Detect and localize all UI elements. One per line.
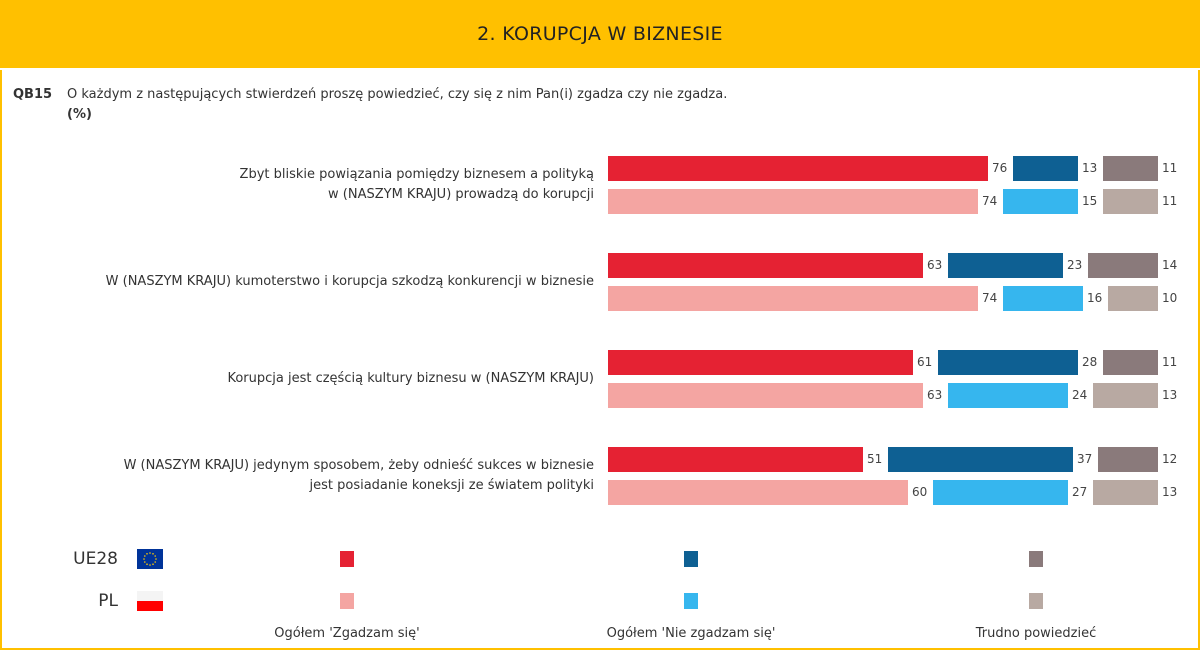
- bar-ue28-series-0: [608, 156, 988, 181]
- unit-label: (%): [67, 107, 92, 122]
- value-label: 12: [1162, 452, 1178, 466]
- bar-ue28-series-0: [608, 350, 913, 375]
- value-label: 37: [1077, 452, 1093, 466]
- bar-pl-series-1: [948, 383, 1068, 408]
- legend-label: Trudno powiedzieć: [975, 626, 1097, 641]
- statement-label: W (NASZYM KRAJU) jedynym sposobem, żeby …: [123, 458, 594, 493]
- bar-ue28-series-2: [1098, 447, 1158, 472]
- question-id: QB15: [13, 87, 53, 102]
- bar-ue28-series-1: [1013, 156, 1078, 181]
- value-label: 61: [917, 355, 933, 369]
- legend-label: Ogółem 'Nie zgadzam się': [606, 626, 776, 641]
- bar-ue28-series-2: [1103, 156, 1158, 181]
- bar-pl-series-0: [608, 480, 908, 505]
- value-label: 74: [982, 194, 998, 208]
- value-label: 11: [1162, 161, 1178, 175]
- value-label: 10: [1162, 291, 1178, 305]
- value-label: 60: [912, 485, 928, 499]
- legend-swatch-ue28: [684, 551, 698, 567]
- bar-pl-series-0: [608, 189, 978, 214]
- legend-swatch-ue28: [340, 551, 354, 567]
- bar-pl-series-0: [608, 383, 923, 408]
- value-label: 16: [1087, 291, 1103, 305]
- bar-pl-series-1: [933, 480, 1068, 505]
- eu-flag-icon: [137, 549, 163, 569]
- value-label: 11: [1162, 194, 1178, 208]
- chart-frame: [0, 70, 1200, 650]
- legend-group-ue28: UE28: [73, 549, 118, 569]
- value-label: 28: [1082, 355, 1098, 369]
- value-label: 76: [992, 161, 1008, 175]
- legend-label: Ogółem 'Zgadzam się': [274, 626, 420, 641]
- section-title: 2. KORUPCJA W BIZNESIE: [477, 23, 723, 45]
- bar-pl-series-1: [1003, 189, 1078, 214]
- question-text: O każdym z następujących stwierdzeń pros…: [67, 87, 728, 102]
- statement-label: W (NASZYM KRAJU) kumoterstwo i korupcja …: [105, 274, 594, 289]
- statement-label: Zbyt bliskie powiązania pomiędzy biznese…: [239, 167, 594, 202]
- bar-pl-series-2: [1108, 286, 1158, 311]
- value-label: 13: [1162, 485, 1178, 499]
- section-header: 2. KORUPCJA W BIZNESIE: [0, 0, 1200, 68]
- value-label: 74: [982, 291, 998, 305]
- legend-group-pl: PL: [98, 591, 118, 611]
- bar-ue28-series-1: [948, 253, 1063, 278]
- bar-ue28-series-1: [938, 350, 1078, 375]
- value-label: 13: [1162, 388, 1178, 402]
- statement-label: Korupcja jest częścią kultury biznesu w …: [227, 371, 594, 386]
- value-label: 14: [1162, 258, 1178, 272]
- value-label: 23: [1067, 258, 1083, 272]
- value-label: 11: [1162, 355, 1178, 369]
- value-label: 27: [1072, 485, 1088, 499]
- bar-ue28-series-2: [1103, 350, 1158, 375]
- legend-swatch-pl: [684, 593, 698, 609]
- value-label: 63: [927, 388, 943, 402]
- poland-flag-icon: [137, 591, 163, 611]
- value-label: 51: [867, 452, 883, 466]
- value-label: 24: [1072, 388, 1088, 402]
- value-label: 13: [1082, 161, 1098, 175]
- bar-pl-series-2: [1093, 480, 1158, 505]
- value-label: 15: [1082, 194, 1098, 208]
- bar-pl-series-0: [608, 286, 978, 311]
- legend-swatch-pl: [1029, 593, 1043, 609]
- bar-pl-series-1: [1003, 286, 1083, 311]
- legend-swatch-pl: [340, 593, 354, 609]
- bar-pl-series-2: [1093, 383, 1158, 408]
- bar-pl-series-2: [1103, 189, 1158, 214]
- bar-ue28-series-0: [608, 253, 923, 278]
- bar-ue28-series-2: [1088, 253, 1158, 278]
- bar-ue28-series-1: [888, 447, 1073, 472]
- legend-swatch-ue28: [1029, 551, 1043, 567]
- value-label: 63: [927, 258, 943, 272]
- bar-ue28-series-0: [608, 447, 863, 472]
